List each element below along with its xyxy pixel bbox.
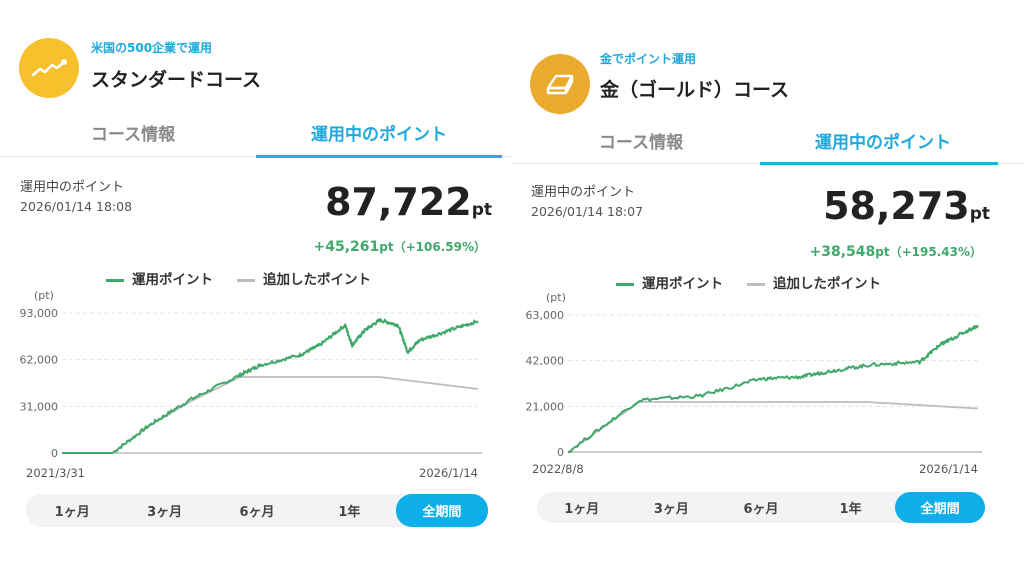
gold-course-panel: 金でポイント運用 金（ゴールド）コース コース情報 運用中のポイント 運用中のポ… [512,0,1024,576]
tab-course-info[interactable]: コース情報 [598,133,684,153]
period-6-months[interactable]: 6ヶ月 [743,502,779,517]
points-gain: +45,261pt（+106.59%） [314,238,486,255]
y-tick-label: 93,000 [20,307,59,320]
series-line-invested-points [568,324,979,453]
points-date: 2026/01/14 18:08 [20,199,133,214]
points-unit: pt [969,204,990,224]
standard-course-panel: 米国の500企業で運用 スタンダードコース コース情報 運用中のポイント 運用中… [0,38,512,527]
period-all[interactable]: 全期間 [895,492,985,523]
y-tick-label: 0 [51,447,58,460]
tab-active-points[interactable]: 運用中のポイント [311,125,447,145]
active-tab-indicator [760,162,998,165]
legend-label: 追加したポイント [263,272,371,288]
legend-item-added: 追加したポイント [237,268,371,288]
legend-label: 運用ポイント [132,272,213,288]
active-tab-indicator [256,155,502,158]
course-subtitle: 米国の500企業で運用 [91,41,213,55]
tab-active-points[interactable]: 運用中のポイント [815,133,951,153]
chart-legend: 運用ポイント 追加したポイント [106,268,371,288]
points-value: 87,722pt [325,180,492,224]
y-axis-unit: (pt) [546,291,566,304]
gain-percent: （+195.43%） [889,245,982,259]
period-1-year[interactable]: 1年 [338,505,361,520]
gain-value: +45,261 [313,239,380,255]
series-line-added-points [62,376,479,454]
period-1-month[interactable]: 1ヶ月 [54,505,90,520]
course-subtitle: 金でポイント運用 [600,52,697,66]
gold-bar-icon [530,54,590,114]
x-tick-label: 2026/1/14 [419,466,478,480]
points-number: 87,722 [325,180,472,224]
points-value: 58,273pt [823,184,990,228]
points-label: 運用中のポイント [20,180,125,195]
period-3-months[interactable]: 3ヶ月 [653,502,689,517]
points-chart: 0 31,000 62,000 93,000 2021/3/31 2026/1/14 [20,307,482,480]
y-tick-label: 42,000 [526,355,565,368]
gain-percent: （+106.59%） [393,240,486,254]
points-date: 2026/01/14 18:07 [531,204,644,219]
course-title: 金（ゴールド）コース [600,79,790,101]
gain-unit: pt [875,245,890,259]
chart-trend-icon [19,38,79,98]
period-1-month[interactable]: 1ヶ月 [564,502,600,517]
legend-item-invested: 運用ポイント [106,268,213,288]
x-tick-label: 2021/3/31 [26,466,85,480]
y-tick-label: 0 [557,446,564,459]
tab-course-info[interactable]: コース情報 [90,125,176,145]
y-tick-label: 21,000 [526,400,565,413]
period-selector: 1ヶ月 3ヶ月 6ヶ月 1年 全期間 [26,494,489,527]
course-title: スタンダードコース [91,69,262,91]
series-line-invested-points [62,317,479,454]
points-gain: +38,548pt（+195.43%） [810,243,982,260]
legend-label: 運用ポイント [642,276,723,292]
points-chart: 0 21,000 42,000 63,000 2022/8/8 2026/1/14 [526,309,982,476]
x-tick-label: 2022/8/8 [532,462,584,476]
period-3-months[interactable]: 3ヶ月 [147,505,183,520]
period-6-months[interactable]: 6ヶ月 [239,505,275,520]
legend-item-added: 追加したポイント [747,272,881,292]
y-tick-label: 63,000 [526,309,565,322]
points-number: 58,273 [823,184,970,228]
points-label: 運用中のポイント [531,185,636,200]
gain-value: +38,548 [809,244,876,260]
period-all[interactable]: 全期間 [395,494,489,527]
period-selector: 1ヶ月 3ヶ月 6ヶ月 1年 全期間 [537,492,985,523]
chart-legend: 運用ポイント 追加したポイント [616,272,881,292]
y-axis-unit: (pt) [34,289,54,302]
y-tick-label: 62,000 [20,354,59,367]
x-tick-label: 2026/1/14 [919,462,978,476]
period-1-year[interactable]: 1年 [839,502,862,517]
y-tick-label: 31,000 [20,400,59,413]
points-unit: pt [471,200,492,220]
legend-label: 追加したポイント [773,276,881,292]
gain-unit: pt [379,240,394,254]
legend-item-invested: 運用ポイント [616,272,723,292]
